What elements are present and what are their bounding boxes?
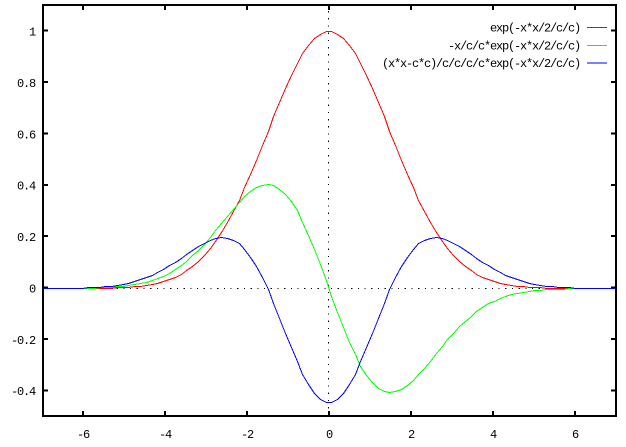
svg-text:0.8: 0.8 bbox=[17, 77, 36, 91]
svg-text:-x/c/c*exp(-x*x/2/c/c): -x/c/c*exp(-x*x/2/c/c) bbox=[448, 40, 580, 54]
svg-text:6: 6 bbox=[572, 428, 579, 442]
svg-text:-0.4: -0.4 bbox=[11, 385, 36, 399]
svg-text:exp(-x*x/2/c/c): exp(-x*x/2/c/c) bbox=[490, 22, 580, 36]
svg-text:0.2: 0.2 bbox=[17, 231, 36, 245]
svg-text:-6: -6 bbox=[77, 428, 90, 442]
svg-text:(x*x-c*c)/c/c/c/c*exp(-x*x/2/c: (x*x-c*c)/c/c/c/c*exp(-x*x/2/c/c) bbox=[382, 57, 580, 71]
svg-text:0.6: 0.6 bbox=[17, 128, 36, 142]
svg-text:2: 2 bbox=[408, 428, 415, 442]
svg-text:-2: -2 bbox=[241, 428, 254, 442]
svg-text:-0.2: -0.2 bbox=[11, 334, 36, 348]
svg-text:0.4: 0.4 bbox=[17, 180, 36, 194]
svg-text:0: 0 bbox=[29, 283, 36, 297]
svg-text:-4: -4 bbox=[159, 428, 172, 442]
svg-text:0: 0 bbox=[326, 428, 333, 442]
svg-text:1: 1 bbox=[29, 26, 36, 40]
svg-text:4: 4 bbox=[490, 428, 497, 442]
